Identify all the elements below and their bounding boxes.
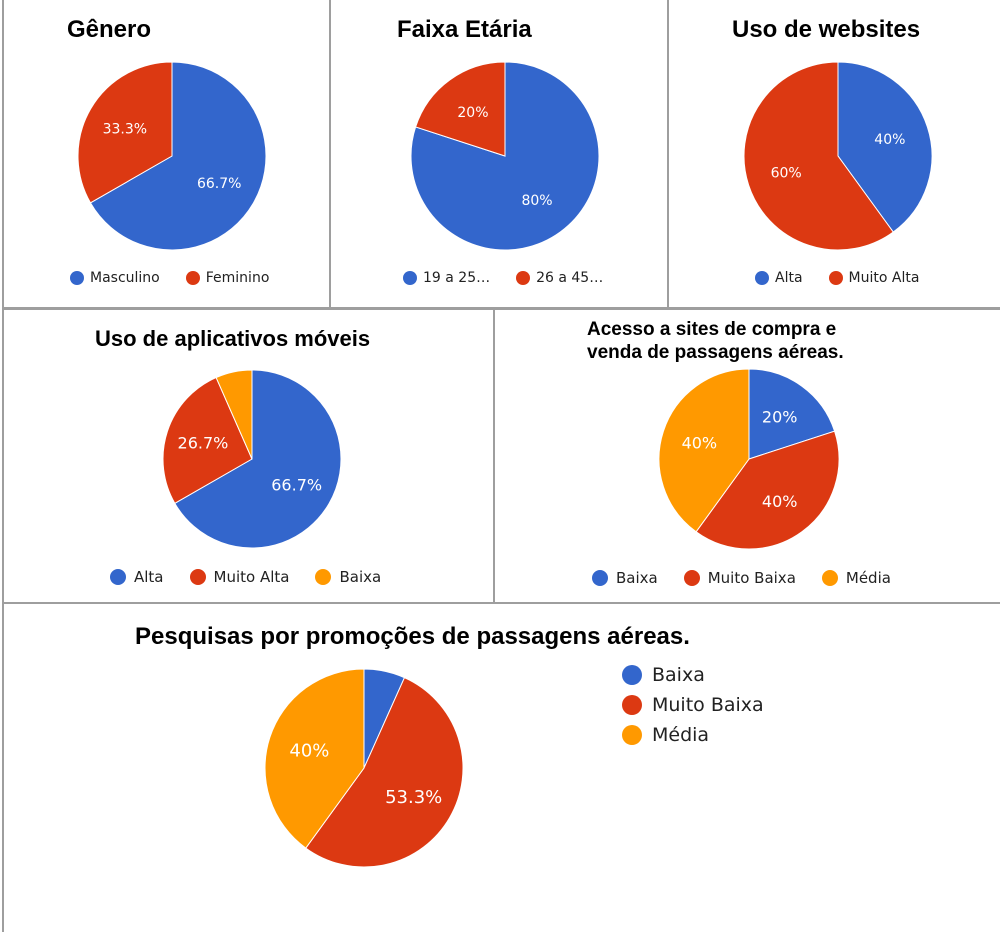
pie-slice-label: 60% <box>771 166 802 182</box>
chart-title-line: venda de passagens aéreas. <box>587 342 844 363</box>
chart-legend: Alta Muito Alta <box>755 270 919 286</box>
legend-label: 26 a 45… <box>536 270 604 286</box>
pie-chart-uso-aplicativos: 66.7% 26.7% <box>162 369 342 549</box>
legend-label: Baixa <box>339 568 382 586</box>
legend-item: Baixa <box>622 664 764 686</box>
legend-label: Média <box>845 569 891 587</box>
legend-label: Feminino <box>205 270 270 286</box>
pie-slice-label: 33.3% <box>103 122 147 138</box>
legend-label: Muito Alta <box>848 270 920 286</box>
legend-swatch <box>622 665 642 685</box>
pie-slice-baixa <box>215 369 253 460</box>
legend-swatch <box>185 271 200 285</box>
legend-label: Alta <box>134 568 164 586</box>
legend-swatch <box>516 271 531 285</box>
legend-label: Alta <box>775 270 803 286</box>
chart-panel-acesso-sites: 20% 40% 40% Acesso a sites de compra e ven… <box>493 308 1000 604</box>
chart-legend: Baixa Muito Baixa Média <box>592 569 891 587</box>
chart-panel-faixa-etaria: 80% 20% Faixa Etária 19 a 25… 26 a 45… <box>329 0 669 309</box>
legend-swatch <box>403 271 417 285</box>
legend-label: Muito Baixa <box>652 694 764 716</box>
chart-title: Pesquisas por promoções de passagens aér… <box>135 623 690 650</box>
legend-swatch <box>755 271 769 285</box>
legend-label: Muito Alta <box>213 568 290 586</box>
legend-item: Média <box>622 724 764 746</box>
legend-item: Baixa <box>315 568 381 586</box>
pie-slice-masculino <box>89 61 267 251</box>
legend-item: Muito Baixa <box>683 569 796 587</box>
pie-slice-26-a-45 <box>414 61 506 157</box>
chart-legend: Masculino Feminino <box>70 270 269 286</box>
chart-title: Uso de websites <box>732 16 921 43</box>
legend-label: Masculino <box>90 270 160 286</box>
pie-slice-m-dia <box>658 368 750 533</box>
pie-slice-label: 20% <box>457 105 488 121</box>
legend-item: Alta <box>110 568 164 586</box>
legend-swatch <box>315 569 332 585</box>
chart-panel-uso-websites: 40% 60% Uso de websites Alta Muito Alta <box>667 0 1000 309</box>
pie-slice-label: 40% <box>289 741 329 762</box>
chart-title: Acesso a sites de compra e venda de pass… <box>587 318 844 364</box>
chart-legend: Baixa Muito Baixa Média <box>622 664 764 754</box>
legend-label: Baixa <box>616 569 658 587</box>
legend-swatch <box>189 569 206 585</box>
legend-item: Masculino <box>70 270 160 286</box>
pie-chart-uso-websites: 40% 60% <box>743 61 933 251</box>
legend-swatch <box>110 569 126 585</box>
legend-item: Feminino <box>185 270 270 286</box>
pie-chart-faixa-etaria: 80% 20% <box>410 61 600 251</box>
legend-swatch <box>70 271 84 285</box>
legend-swatch <box>622 725 642 745</box>
legend-item: Baixa <box>592 569 658 587</box>
pie-slice-muito-alta <box>743 61 894 251</box>
legend-item: Muito Alta <box>828 270 920 286</box>
pie-slice-baixa <box>748 368 836 460</box>
legend-label: Média <box>652 724 710 746</box>
chart-legend: Alta Muito Alta Baixa <box>110 568 381 586</box>
pie-slice-label: 40% <box>762 492 798 511</box>
pie-slice-m-dia <box>264 668 365 849</box>
legend-swatch <box>592 570 608 586</box>
chart-title-line: Acesso a sites de compra e <box>587 319 837 340</box>
legend-swatch <box>828 271 843 285</box>
legend-item: Alta <box>755 270 803 286</box>
pie-slice-label: 80% <box>521 193 552 209</box>
pie-slice-alta <box>837 61 933 233</box>
legend-item: 19 a 25… <box>403 270 490 286</box>
legend-label: 19 a 25… <box>423 270 491 286</box>
pie-slice-alta <box>174 369 342 549</box>
pie-slice-label: 26.7% <box>178 433 229 452</box>
legend-item: Média <box>821 569 891 587</box>
pie-slice-label: 66.7% <box>197 176 241 192</box>
pie-slice-label: 66.7% <box>271 475 322 494</box>
chart-title: Gênero <box>67 16 152 43</box>
legend-swatch <box>683 570 700 586</box>
chart-panel-genero: 66.7% 33.3% Gênero Masculino Feminino <box>2 0 331 309</box>
legend-item: Muito Baixa <box>622 694 764 716</box>
legend-label: Baixa <box>652 664 705 686</box>
chart-panel-uso-aplicativos: 66.7% 26.7% Uso de aplicativos móveis Alt… <box>2 308 495 604</box>
pie-slice-muito-baixa <box>695 430 840 550</box>
pie-slice-muito-baixa <box>305 676 464 868</box>
legend-label: Muito Baixa <box>707 569 796 587</box>
pie-slice-feminino <box>77 61 173 204</box>
chart-title: Faixa Etária <box>397 16 532 43</box>
pie-slice-label: 40% <box>874 132 905 148</box>
legend-item: 26 a 45… <box>516 270 603 286</box>
legend-swatch <box>821 570 838 586</box>
chart-panel-pesquisas-promocoes: 53.3% 40% Pesquisas por promoções de pass… <box>2 602 1000 932</box>
pie-slice-label: 53.3% <box>385 787 442 808</box>
legend-swatch <box>622 695 642 715</box>
pie-chart-pesquisas-promocoes: 53.3% 40% <box>264 668 464 868</box>
pie-slice-label: 40% <box>682 433 718 452</box>
pie-slice-label: 20% <box>762 407 798 426</box>
legend-item: Muito Alta <box>189 568 290 586</box>
pie-chart-acesso-sites: 20% 40% 40% <box>658 368 840 550</box>
pie-chart-genero: 66.7% 33.3% <box>77 61 267 251</box>
chart-title: Uso de aplicativos móveis <box>95 326 371 351</box>
chart-legend: 19 a 25… 26 a 45… <box>403 270 603 286</box>
